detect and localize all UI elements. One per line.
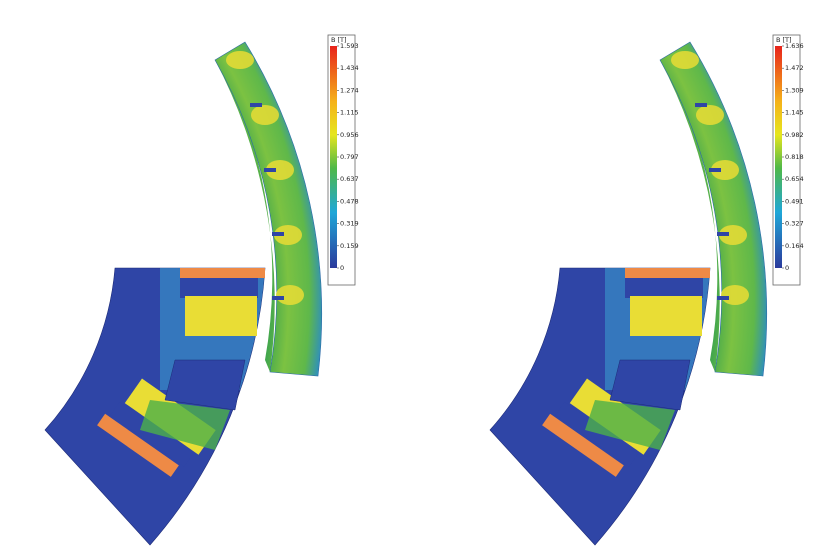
tick-label: 1.274 xyxy=(340,86,359,94)
colorbar: B [T]1.593 1.434 1.274 1.115 0.956 0.797 0.637… xyxy=(327,34,359,286)
tick-label: 0.478 xyxy=(340,197,359,205)
colorbar-title: B [T] xyxy=(776,36,792,44)
tick-label: 0.637 xyxy=(340,175,359,183)
colorbar-scale xyxy=(330,46,337,268)
tick-label: 0.159 xyxy=(340,242,359,250)
tick-label: 1.145 xyxy=(785,109,804,117)
tick-label: 0.319 xyxy=(340,220,359,228)
tick-label: 0.654 xyxy=(785,175,804,183)
colorbar-title: B [T] xyxy=(331,36,347,44)
colorbar-scale xyxy=(775,46,782,268)
tick-label: 0 xyxy=(340,264,344,272)
colorbar: B [T]1.636 1.472 1.309 1.145 0.982 0.818 0.654… xyxy=(772,34,804,286)
tick-label: 0.818 xyxy=(785,153,804,161)
tick-label: 0.956 xyxy=(340,131,359,139)
flux-plot xyxy=(489,41,768,546)
tick-label: 0.164 xyxy=(785,242,804,250)
flux-plot xyxy=(44,41,323,546)
tick-label: 1.472 xyxy=(785,64,804,72)
tick-label: 1.309 xyxy=(785,86,804,94)
tick-label: 0 xyxy=(785,264,789,272)
tick-label: 0.491 xyxy=(785,197,804,205)
tick-label: 1.115 xyxy=(340,109,359,117)
tick-label: 1.593 xyxy=(340,42,359,50)
tick-label: 0.982 xyxy=(785,131,804,139)
tick-label: 1.434 xyxy=(340,64,359,72)
tick-label: 0.797 xyxy=(340,153,359,161)
tick-label: 1.636 xyxy=(785,42,804,50)
tick-label: 0.327 xyxy=(785,220,804,228)
